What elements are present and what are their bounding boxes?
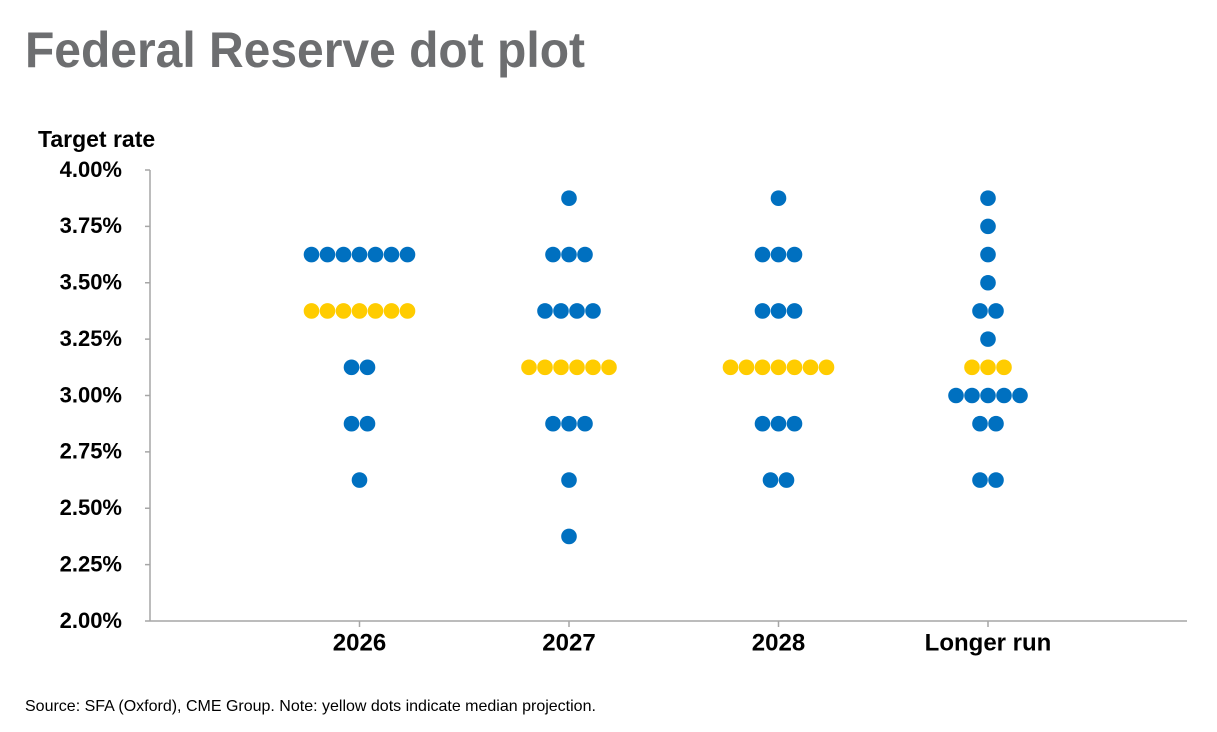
dot [303,246,320,263]
dot [770,415,787,432]
dot [972,303,988,319]
median-dot [303,303,320,319]
dot [770,303,787,319]
dot [577,415,593,432]
median-dot [585,359,601,376]
source-note: Source: SFA (Oxford), CME Group. Note: y… [25,698,596,715]
x-tick-label: 2026 [333,629,386,656]
dot [577,246,593,263]
dot [964,387,980,404]
dot [569,303,585,319]
dot [351,246,368,263]
dot [754,303,771,319]
dot [996,387,1012,404]
dot [786,246,803,263]
dot [770,246,787,263]
dot [980,387,996,404]
dot [561,415,577,432]
dot [786,415,803,432]
dot [359,415,376,432]
y-tick-label: 2.00% [60,608,122,633]
dot [988,303,1004,319]
y-axis-label: Target rate [38,126,155,152]
dot [988,415,1004,432]
median-dot [399,303,416,319]
dot [972,415,988,432]
y-tick-label: 2.50% [60,495,122,520]
dot [561,528,577,545]
y-tick-label: 3.25% [60,326,122,351]
dot [754,246,771,263]
dot [786,303,803,319]
median-dot [553,359,569,376]
y-tick-label: 2.25% [60,551,122,576]
dot [762,472,779,488]
dot [948,387,964,404]
dot [980,274,996,291]
dot [778,472,795,488]
median-dot [521,359,537,376]
median-dot [722,359,739,376]
median-dot [818,359,835,376]
x-tick-label: 2028 [752,629,805,656]
dot [980,331,996,347]
dot [319,246,336,263]
median-dot [802,359,819,376]
median-dot [569,359,585,376]
median-dot [351,303,368,319]
y-tick-label: 4.00% [60,157,122,182]
y-tick-label: 3.50% [60,270,122,295]
dot [972,472,988,488]
dot [561,246,577,263]
dot [754,415,771,432]
y-tick-label: 3.75% [60,213,122,238]
dot [980,218,996,235]
dot [980,190,996,206]
median-dot [383,303,400,319]
y-tick-label: 3.00% [60,382,122,407]
median-dot [738,359,755,376]
dot [545,415,561,432]
median-dot [996,359,1012,376]
x-tick-label: Longer run [925,629,1052,656]
median-dot [335,303,352,319]
dot [399,246,416,263]
dot [343,359,360,376]
median-dot [964,359,980,376]
dot [561,472,577,488]
y-tick-label: 2.75% [60,439,122,464]
median-dot [754,359,771,376]
dot [367,246,384,263]
dot [585,303,601,319]
median-dot [980,359,996,376]
median-dot [770,359,787,376]
dot [980,246,996,263]
dot [351,472,368,488]
dot [359,359,376,376]
chart-title: Federal Reserve dot plot [25,22,585,78]
dot [553,303,569,319]
dot [1012,387,1028,404]
dot [545,246,561,263]
median-dot [601,359,617,376]
dot [988,472,1004,488]
median-dot [319,303,336,319]
dot [343,415,360,432]
dot [383,246,400,263]
dot [537,303,553,319]
dot [770,190,787,206]
x-tick-label: 2027 [542,629,595,656]
dot [561,190,577,206]
dot [335,246,352,263]
median-dot [786,359,803,376]
median-dot [537,359,553,376]
median-dot [367,303,384,319]
